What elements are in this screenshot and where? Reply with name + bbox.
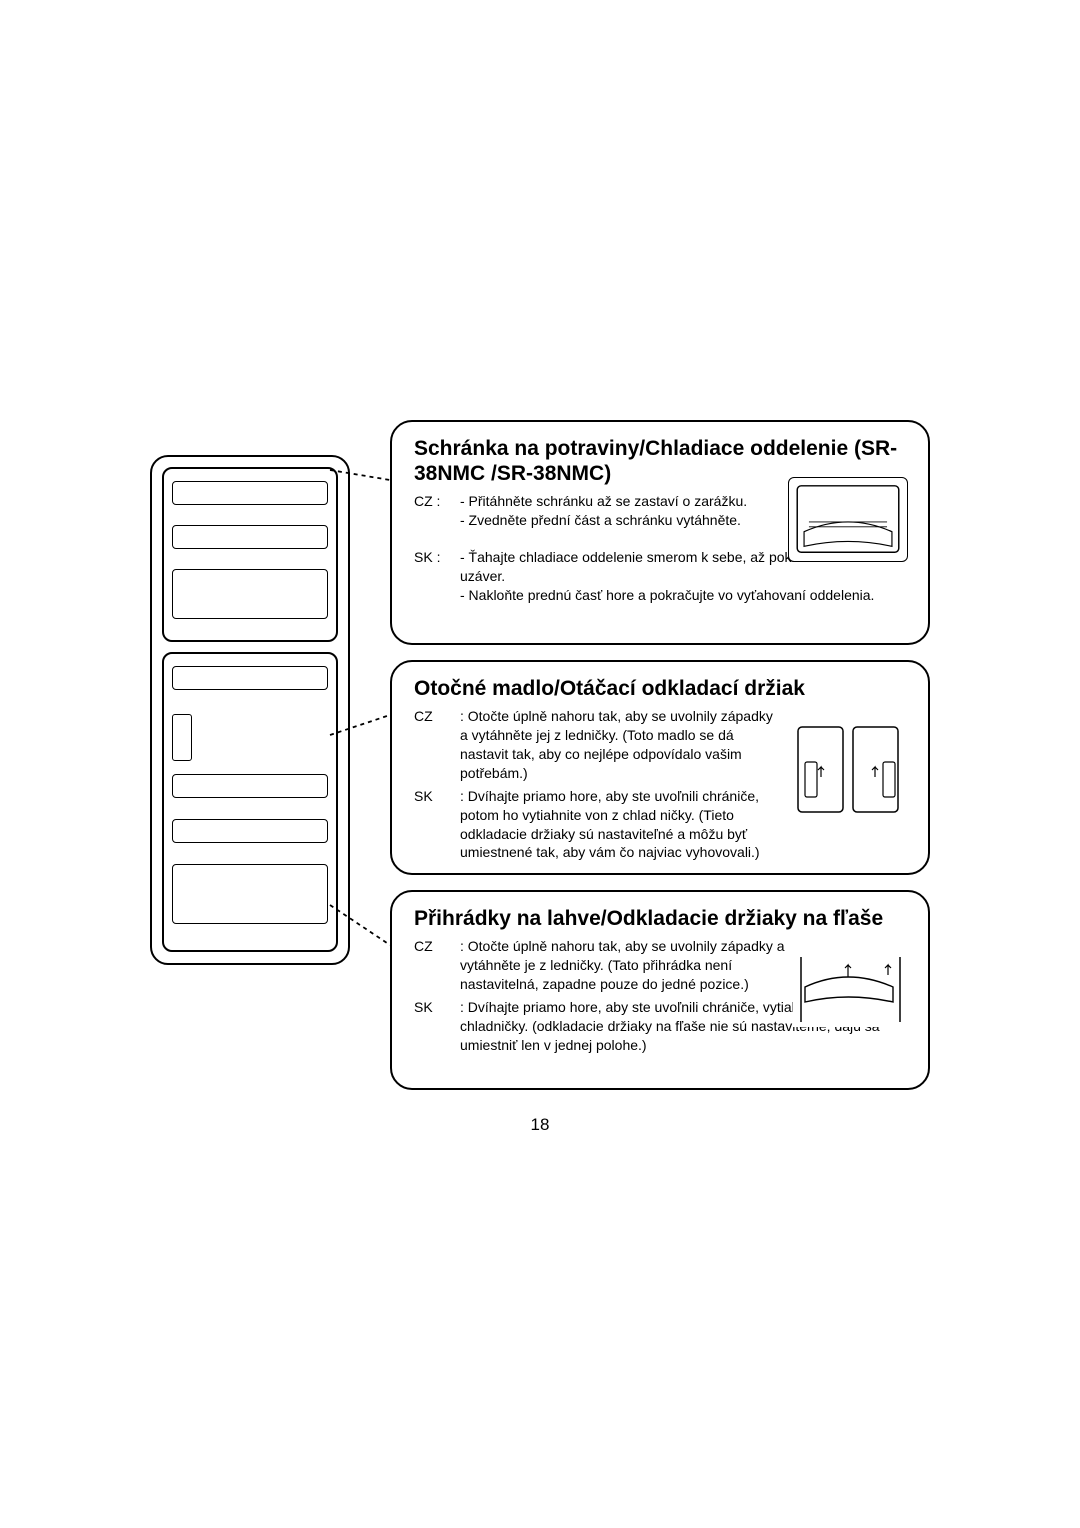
- fridge-shelf: [172, 774, 328, 798]
- fridge-shelf: [172, 666, 328, 690]
- lang-label-cz: CZ: [414, 937, 460, 994]
- fridge-compartment: [162, 652, 338, 952]
- freezer-compartment: [162, 467, 338, 642]
- lang-label-sk: SK: [414, 998, 460, 1055]
- fridge-outer-frame: [150, 455, 350, 965]
- cz-text: : Otočte úplně nahoru tak, aby se uvolni…: [460, 937, 800, 994]
- fridge-door-diagram: [150, 455, 350, 965]
- sk-bullet: - Nakloňte prednú časť hore a pokračujte…: [460, 586, 906, 605]
- cz-bullet: - Přitáhněte schránku až se zastaví o za…: [460, 492, 760, 511]
- swing-handle: [172, 714, 192, 761]
- lang-label-sk: SK :: [414, 548, 460, 605]
- lang-label-cz: CZ: [414, 707, 460, 783]
- cz-bullet: - Zvedněte přední část a schránku vytáhn…: [460, 511, 760, 530]
- bottle-shelf: [172, 864, 328, 924]
- lang-label-sk: SK: [414, 787, 460, 863]
- freezer-shelf: [172, 569, 328, 619]
- section-swing-handle: Otočné madlo/Otáčací odkladací držiak CZ…: [390, 660, 930, 875]
- fridge-shelf: [172, 819, 328, 843]
- freezer-shelf: [172, 481, 328, 505]
- lang-label-cz: CZ :: [414, 492, 460, 530]
- swing-handle-illustration: [793, 722, 908, 817]
- bottle-rack-illustration: [793, 947, 908, 1027]
- cz-text: : Otočte úplně nahoru tak, aby se uvolni…: [460, 707, 780, 783]
- cz-text: - Přitáhněte schránku až se zastaví o za…: [460, 492, 760, 530]
- section-bottle-rack: Přihrádky na lahve/Odkladacie držiaky na…: [390, 890, 930, 1090]
- freezer-shelf: [172, 525, 328, 549]
- section-food-tray: Schránka na potraviny/Chladiace oddeleni…: [390, 420, 930, 645]
- sk-text: : Dvíhajte priamo hore, aby ste uvoľnili…: [460, 787, 800, 863]
- section-title: Otočné madlo/Otáčací odkladací držiak: [414, 676, 906, 701]
- page-number: 18: [0, 1115, 1080, 1135]
- section-title: Přihrádky na lahve/Odkladacie držiaky na…: [414, 906, 906, 931]
- tray-removal-illustration: [788, 477, 908, 562]
- page: Schránka na potraviny/Chladiace oddeleni…: [0, 0, 1080, 1528]
